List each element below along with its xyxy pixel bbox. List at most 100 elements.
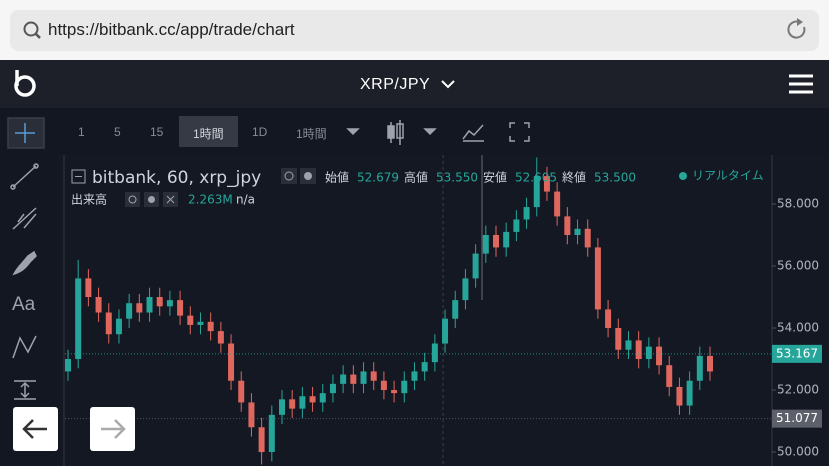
candle-body: [228, 343, 235, 381]
candle-body: [625, 340, 632, 350]
candles: [65, 157, 772, 465]
y-tick-label: 50.000: [777, 445, 819, 459]
candle-body: [85, 278, 92, 298]
toolbar: [0, 108, 829, 155]
back-button[interactable]: [13, 407, 58, 451]
candle-body: [279, 399, 285, 415]
candle-body: [197, 321, 204, 325]
interval-selected: [179, 116, 238, 147]
interval[interactable]: 15: [150, 125, 164, 139]
candle-body: [574, 228, 581, 235]
candle-body: [126, 303, 133, 319]
candle-body: [543, 176, 550, 192]
candle-body: [95, 297, 102, 313]
candle-body: [380, 380, 387, 391]
interval-dropdown[interactable]: 1時間: [296, 127, 327, 141]
interval[interactable]: 1: [78, 125, 85, 139]
candle-body: [177, 300, 184, 316]
crosshair: [442, 155, 483, 466]
candle-body: [340, 374, 347, 384]
interval[interactable]: 1時間: [193, 127, 224, 141]
interval[interactable]: 5: [114, 125, 121, 139]
candle-body: [442, 318, 449, 344]
candle-body: [187, 315, 194, 325]
candle-body: [615, 328, 622, 350]
candle-body: [309, 396, 316, 403]
candle-body: [584, 228, 591, 248]
ohlc-label: 始値: [325, 170, 349, 185]
candle-body: [105, 312, 112, 335]
last-price-tag: [772, 344, 822, 363]
volume-extra: n/a: [236, 193, 255, 207]
ohlc-label: 高値: [404, 170, 428, 185]
candle-body: [554, 191, 561, 217]
interval[interactable]: 1D: [252, 125, 268, 139]
candle-body: [645, 346, 652, 360]
candle-body: [676, 386, 683, 406]
candle-body: [258, 427, 265, 453]
candle-body: [136, 303, 143, 313]
marked-price-label: 51.077: [776, 411, 818, 425]
app-header: [0, 60, 829, 108]
legend: bitbank, 60, xrp_jpy 始値 52.679 高値 53.550…: [71, 168, 764, 207]
ohlc-label: 安値: [483, 170, 507, 185]
candle-body: [391, 390, 398, 394]
candle-body: [411, 371, 418, 381]
forward-arrow: [101, 419, 126, 439]
volume-label: 出来高: [71, 193, 107, 207]
candle-body: [421, 362, 428, 372]
candle-body: [696, 355, 703, 381]
candle-body: [370, 371, 377, 381]
candle-body: [268, 414, 275, 453]
candle-body: [533, 176, 540, 208]
candle-body: [65, 359, 71, 372]
candle-body: [329, 383, 336, 394]
candle-body: [360, 371, 367, 384]
marked-price-tag: [772, 409, 822, 428]
candle-body: [401, 380, 408, 394]
pair-selector[interactable]: XRP/JPY: [360, 76, 431, 93]
legend-title: bitbank, 60, xrp_jpy: [92, 168, 261, 188]
candle-body: [299, 396, 306, 409]
url[interactable]: https://bitbank.cc/app/trade/chart: [48, 20, 295, 39]
candle-body: [513, 219, 520, 232]
candle-body: [431, 343, 438, 363]
legend-icons: [71, 168, 687, 207]
candle-body: [248, 402, 255, 428]
candle-body: [350, 374, 357, 384]
y-tick-label: 58.000: [777, 196, 819, 210]
candle-body: [217, 331, 224, 344]
price-axis: 50.000 52.000 54.000 56.000 58.000 53.167 51.0…: [772, 196, 822, 459]
candle-body: [482, 234, 489, 254]
candle-body: [462, 278, 469, 301]
back-arrow: [22, 419, 47, 439]
candle-body: [656, 346, 663, 366]
candle-body: [472, 253, 479, 279]
forward-button[interactable]: [90, 407, 135, 451]
candle-body: [207, 321, 214, 332]
ohlc-value: 52.605: [515, 171, 557, 185]
y-tick-label: 54.000: [777, 321, 819, 335]
candle-body: [452, 300, 459, 319]
candle-body: [289, 399, 296, 409]
candle-body: [503, 231, 510, 248]
ohlc-value: 53.500: [594, 171, 636, 185]
ohlc-value: 53.550: [436, 171, 478, 185]
text-tool[interactable]: Aa: [12, 294, 36, 315]
candle-body: [166, 300, 173, 307]
candle-body: [146, 297, 153, 313]
candle-body: [605, 309, 612, 329]
y-tick-label: 56.000: [777, 259, 819, 273]
candle-body: [75, 278, 82, 360]
volume-value: 2.263M: [188, 193, 233, 207]
candle-body: [238, 380, 245, 403]
url-field[interactable]: [10, 10, 819, 51]
y-tick-label: 52.000: [777, 383, 819, 397]
candle-body: [319, 393, 326, 403]
candle-body: [707, 355, 713, 372]
ohlc-value: 52.679: [357, 171, 399, 185]
candle-body: [115, 318, 122, 335]
candle-body: [686, 380, 693, 406]
candle-body: [666, 365, 673, 387]
